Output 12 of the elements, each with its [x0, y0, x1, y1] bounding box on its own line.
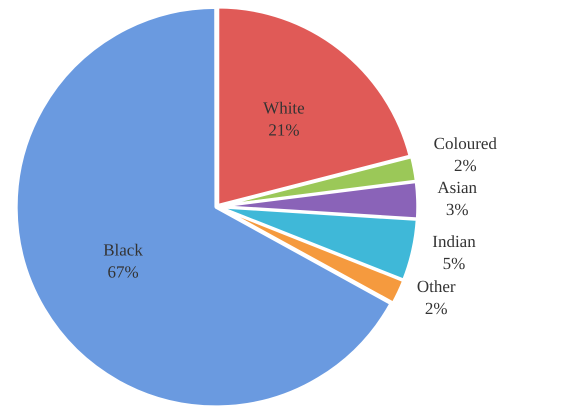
data-label: 5%	[442, 254, 466, 274]
data-label: 2%	[454, 156, 477, 176]
slice-label: Black	[103, 240, 144, 260]
data-label: 2%	[424, 299, 448, 318]
slice-label: Coloured	[434, 134, 498, 154]
data-label: 3%	[446, 200, 469, 220]
slice-label: Asian	[437, 178, 478, 198]
slice-label: Other	[416, 277, 456, 296]
data-label: 67%	[107, 262, 139, 282]
slice-label: Indian	[432, 232, 476, 252]
data-label: 21%	[268, 120, 300, 140]
slice-label: White	[263, 98, 305, 118]
